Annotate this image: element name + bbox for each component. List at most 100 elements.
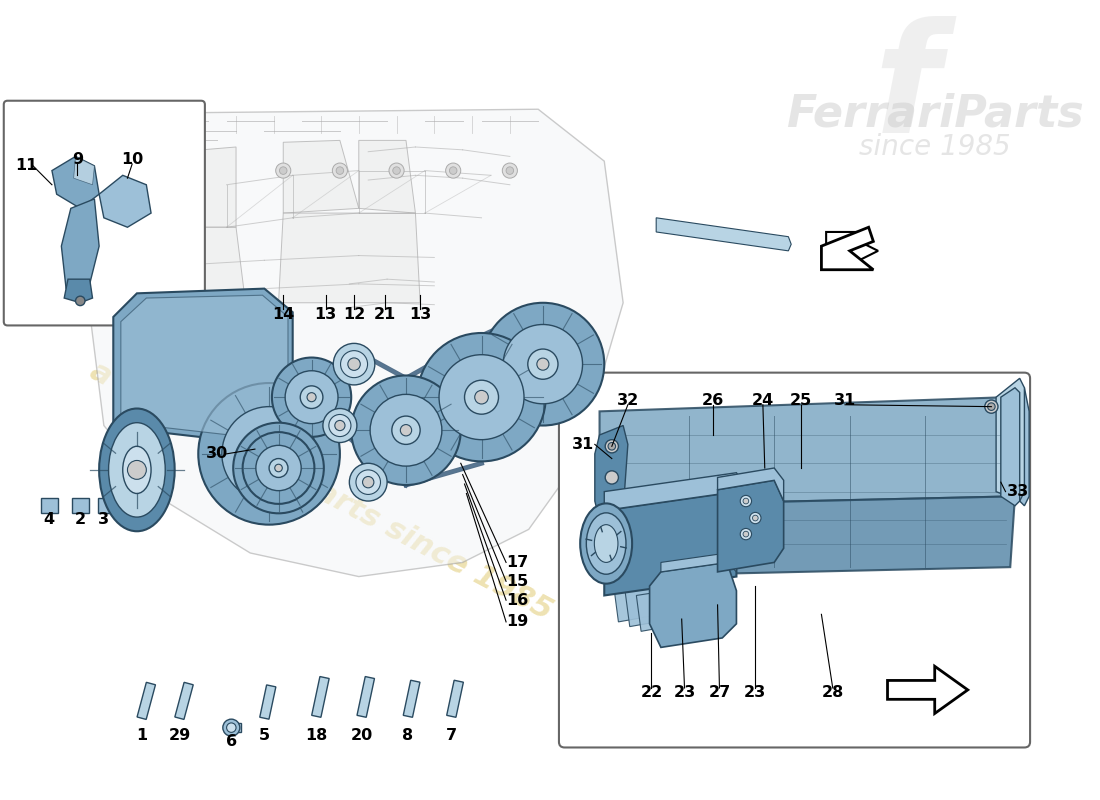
- Text: 15: 15: [506, 574, 528, 589]
- Text: 28: 28: [822, 686, 844, 700]
- Ellipse shape: [123, 446, 151, 494]
- Ellipse shape: [249, 438, 309, 498]
- Circle shape: [605, 440, 618, 453]
- Polygon shape: [604, 473, 746, 510]
- Text: 3: 3: [98, 513, 109, 527]
- Text: since 1985: since 1985: [859, 133, 1011, 161]
- Text: 1: 1: [136, 728, 147, 742]
- Circle shape: [446, 163, 461, 178]
- Text: 10: 10: [121, 152, 143, 166]
- Polygon shape: [358, 677, 374, 718]
- Polygon shape: [70, 110, 623, 577]
- Text: 12: 12: [343, 306, 365, 322]
- Polygon shape: [404, 680, 420, 718]
- Circle shape: [475, 390, 488, 404]
- Ellipse shape: [417, 333, 546, 462]
- Circle shape: [279, 167, 287, 174]
- Ellipse shape: [249, 433, 290, 474]
- Polygon shape: [41, 498, 57, 514]
- Text: 5: 5: [258, 728, 270, 742]
- Ellipse shape: [370, 394, 442, 466]
- Ellipse shape: [503, 325, 583, 404]
- Circle shape: [740, 495, 751, 506]
- Polygon shape: [650, 562, 736, 647]
- Ellipse shape: [272, 358, 351, 437]
- Text: 26: 26: [702, 393, 724, 407]
- Circle shape: [307, 393, 316, 402]
- Text: f: f: [873, 16, 939, 165]
- Polygon shape: [826, 232, 878, 270]
- Polygon shape: [447, 680, 463, 718]
- Circle shape: [337, 167, 343, 174]
- Polygon shape: [637, 589, 683, 631]
- Text: 2: 2: [75, 513, 86, 527]
- Text: 22: 22: [640, 686, 662, 700]
- Polygon shape: [99, 175, 151, 227]
- FancyBboxPatch shape: [3, 101, 205, 326]
- Polygon shape: [175, 682, 194, 719]
- Circle shape: [334, 421, 345, 430]
- Circle shape: [393, 167, 400, 174]
- Circle shape: [740, 529, 751, 540]
- FancyBboxPatch shape: [559, 373, 1030, 747]
- Circle shape: [608, 442, 616, 450]
- Text: 25: 25: [790, 393, 812, 407]
- Text: 27: 27: [708, 686, 730, 700]
- Text: 31: 31: [834, 393, 856, 407]
- Text: 4: 4: [44, 513, 55, 527]
- Ellipse shape: [243, 432, 315, 504]
- Circle shape: [274, 463, 283, 473]
- Text: 14: 14: [272, 306, 295, 322]
- Polygon shape: [359, 140, 416, 213]
- Ellipse shape: [99, 409, 175, 531]
- Ellipse shape: [439, 354, 524, 440]
- Circle shape: [400, 425, 411, 436]
- Polygon shape: [175, 227, 245, 302]
- Polygon shape: [600, 397, 1015, 506]
- Polygon shape: [625, 585, 672, 626]
- Ellipse shape: [222, 406, 317, 501]
- Circle shape: [450, 167, 456, 174]
- Polygon shape: [64, 279, 92, 302]
- Polygon shape: [121, 295, 288, 438]
- Polygon shape: [52, 157, 99, 208]
- Polygon shape: [595, 496, 1015, 577]
- Polygon shape: [822, 227, 873, 270]
- Ellipse shape: [528, 349, 558, 379]
- Circle shape: [752, 515, 758, 521]
- Ellipse shape: [270, 458, 288, 478]
- Circle shape: [744, 531, 749, 537]
- Circle shape: [605, 471, 618, 484]
- Text: 13: 13: [409, 306, 431, 322]
- Circle shape: [276, 163, 290, 178]
- Text: 24: 24: [751, 393, 774, 407]
- Text: 9: 9: [72, 152, 82, 166]
- Polygon shape: [62, 199, 99, 289]
- Polygon shape: [260, 685, 276, 719]
- Text: 20: 20: [351, 728, 373, 742]
- Polygon shape: [888, 666, 968, 714]
- Text: 23: 23: [673, 686, 695, 700]
- Polygon shape: [657, 218, 791, 251]
- Text: FerrariParts: FerrariParts: [785, 93, 1084, 135]
- Ellipse shape: [356, 470, 381, 494]
- Circle shape: [332, 163, 348, 178]
- Polygon shape: [72, 498, 89, 514]
- Polygon shape: [113, 289, 293, 444]
- Polygon shape: [138, 682, 155, 719]
- Circle shape: [261, 446, 277, 462]
- Text: 30: 30: [206, 446, 229, 462]
- Polygon shape: [717, 468, 783, 501]
- Polygon shape: [997, 378, 1024, 501]
- Polygon shape: [604, 492, 736, 595]
- Polygon shape: [161, 142, 179, 227]
- Ellipse shape: [392, 416, 420, 444]
- Ellipse shape: [464, 380, 498, 414]
- Polygon shape: [1001, 388, 1020, 506]
- Circle shape: [275, 464, 283, 472]
- Polygon shape: [661, 553, 736, 572]
- Text: 11: 11: [15, 158, 37, 174]
- Ellipse shape: [482, 302, 604, 426]
- Circle shape: [348, 358, 361, 370]
- Ellipse shape: [233, 422, 323, 514]
